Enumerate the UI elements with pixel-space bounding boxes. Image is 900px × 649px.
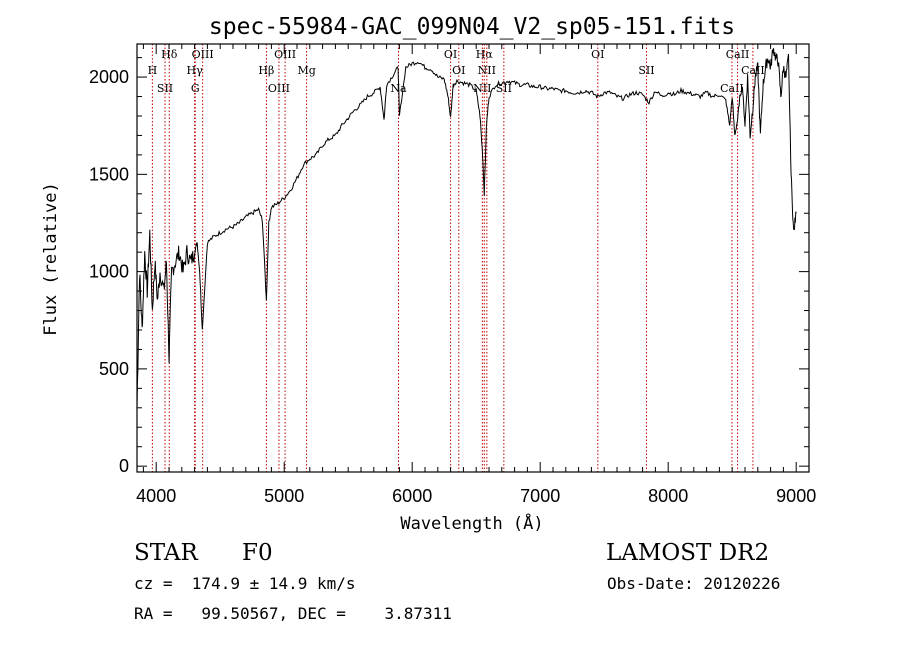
marker-label: H — [148, 64, 158, 77]
marker-label: SII — [157, 82, 173, 95]
object-subclass: F0 — [242, 540, 273, 566]
marker-label: OI — [591, 48, 604, 61]
marker-label: OI — [452, 64, 465, 77]
spectrum-line — [136, 48, 797, 409]
x-tick-label: 7000 — [520, 486, 560, 506]
x-tick-label: 8000 — [648, 486, 688, 506]
plot-frame — [136, 43, 810, 473]
y-tick-label: 2000 — [89, 67, 129, 87]
marker-label: NII — [473, 82, 491, 95]
x-axis-label: Wavelength (Å) — [400, 512, 543, 534]
marker-label: Hγ — [187, 64, 204, 77]
marker-label: OIII — [192, 48, 214, 61]
redshift-readout: cz = 174.9 ± 14.9 km/s — [134, 574, 356, 593]
marker-label: SII — [638, 64, 654, 77]
marker-label: OIII — [274, 48, 296, 61]
marker-label: G — [191, 82, 200, 95]
marker-label: Hβ — [258, 64, 274, 77]
marker-label: CaII — [720, 82, 744, 95]
y-tick-label: 0 — [119, 456, 129, 476]
marker-label: OI — [444, 48, 457, 61]
x-tick-label: 6000 — [392, 486, 432, 506]
tick-labels: 4000 5000 6000 7000 8000 9000 0 500 1000 1500 2000 — [89, 67, 816, 506]
chart-title: spec-55984-GAC_099N04_V2_sp05-151.fits — [209, 14, 735, 40]
survey-name: LAMOST DR2 — [606, 540, 770, 566]
marker-label: CaII — [741, 64, 765, 77]
object-class: STAR — [134, 540, 198, 566]
marker-label: OIII — [268, 82, 290, 95]
marker-label: CaII — [726, 48, 750, 61]
marker-label: Hδ — [161, 48, 178, 61]
y-tick-label: 1000 — [89, 262, 129, 282]
plot-axes — [136, 43, 810, 473]
y-axis-label: Flux (relative) — [41, 182, 61, 336]
x-tick-label: 4000 — [136, 486, 176, 506]
observation-date: Obs-Date: 20120226 — [607, 574, 781, 593]
marker-label: Mg — [297, 64, 315, 77]
x-tick-label: 5000 — [264, 486, 304, 506]
spectral-line-markers: HSIIHδHγGOIIIHβOIIIOIIIMgNaOIOINIIHαNIIS… — [148, 44, 765, 472]
y-tick-label: 500 — [99, 359, 129, 379]
marker-label: NII — [478, 64, 496, 77]
x-tick-label: 9000 — [776, 486, 816, 506]
spectrum-series — [136, 48, 797, 409]
y-tick-label: 1500 — [89, 164, 129, 184]
sky-coordinates: RA = 99.50567, DEC = 3.87311 — [134, 604, 452, 623]
marker-label: Hα — [476, 48, 494, 61]
